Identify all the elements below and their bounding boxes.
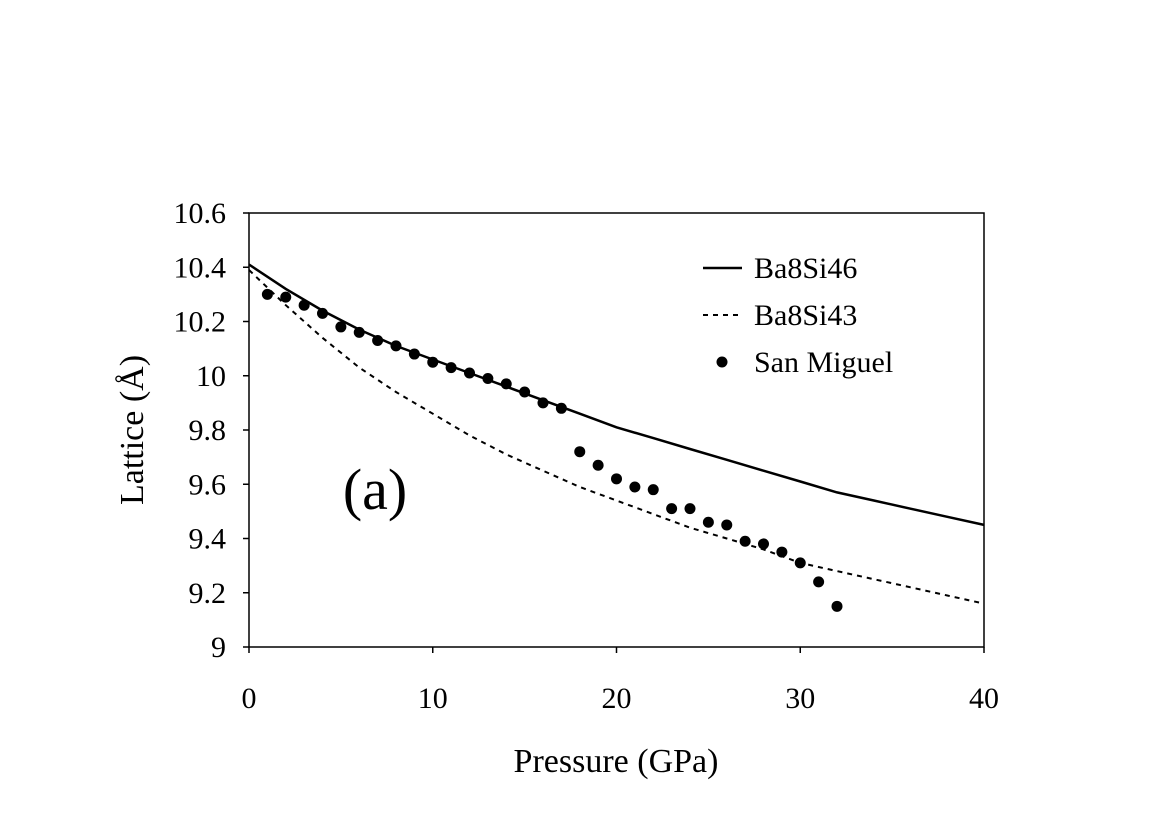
san-miguel-point xyxy=(794,557,806,569)
san-miguel-point xyxy=(831,600,843,612)
plot-area xyxy=(248,212,985,648)
plot-frame xyxy=(248,212,985,648)
legend-label-san-miguel: San Miguel xyxy=(754,346,893,379)
san-miguel-point xyxy=(647,484,659,496)
x-tick-label: 40 xyxy=(969,682,999,715)
legend-label-ba8si46: Ba8Si46 xyxy=(754,252,857,285)
y-tick-label: 10 xyxy=(196,360,226,393)
san-miguel-point xyxy=(408,348,420,360)
x-tick-label: 10 xyxy=(418,682,448,715)
y-tick-label: 10.6 xyxy=(174,197,227,230)
x-axis: 0 10 20 30 40 xyxy=(242,647,999,715)
san-miguel-point xyxy=(592,459,604,471)
san-miguel-point xyxy=(427,356,439,368)
san-miguel-point xyxy=(739,535,751,547)
x-tick-label: 30 xyxy=(785,682,815,715)
ba8si46-line xyxy=(248,263,985,527)
san-miguel-point xyxy=(666,503,678,515)
san-miguel-point xyxy=(684,503,696,515)
san-miguel-point xyxy=(776,546,788,558)
panel-label: (a) xyxy=(343,457,407,522)
y-tick-label: 9 xyxy=(211,631,226,664)
san-miguel-point xyxy=(537,397,549,409)
ba8si43-line xyxy=(248,269,985,605)
san-miguel-point xyxy=(390,340,402,352)
y-axis-label: Lattice (Å) xyxy=(114,355,151,505)
y-tick-label: 9.8 xyxy=(189,414,227,447)
san-miguel-point xyxy=(721,519,733,531)
san-miguel-point xyxy=(464,367,475,379)
san-miguel-point xyxy=(813,576,825,588)
legend-label-ba8si43: Ba8Si43 xyxy=(754,299,857,332)
y-tick-label: 9.6 xyxy=(189,468,227,501)
x-axis-label: Pressure (GPa) xyxy=(514,743,719,780)
san-miguel-point xyxy=(611,473,622,485)
y-axis: 9 9.2 9.4 9.6 9.8 10 10.2 10.4 10.6 xyxy=(174,197,249,664)
san-miguel-point xyxy=(482,372,494,384)
x-tick-label: 20 xyxy=(602,682,632,715)
san-miguel-point xyxy=(261,288,273,300)
san-miguel-point xyxy=(574,446,586,458)
san-miguel-point xyxy=(445,362,457,374)
san-miguel-point xyxy=(372,334,384,346)
san-miguel-point xyxy=(500,378,512,390)
y-tick-label: 9.4 xyxy=(189,523,227,556)
y-tick-label: 9.2 xyxy=(189,577,227,610)
san-miguel-point xyxy=(335,321,347,333)
legend: Ba8Si46 Ba8Si43 San Miguel xyxy=(703,252,893,379)
san-miguel-point xyxy=(280,291,292,303)
san-miguel-point xyxy=(555,402,567,414)
san-miguel-point xyxy=(519,386,531,398)
san-miguel-point xyxy=(629,481,641,493)
legend-marker-san-miguel xyxy=(716,356,728,368)
san-miguel-point xyxy=(758,538,769,550)
san-miguel-point xyxy=(353,326,365,338)
x-tick-label: 0 xyxy=(242,682,257,715)
y-tick-label: 10.4 xyxy=(174,251,227,284)
san-miguel-point xyxy=(317,307,328,319)
y-tick-label: 10.2 xyxy=(174,306,227,339)
san-miguel-point xyxy=(298,299,310,311)
san-miguel-point xyxy=(702,516,714,528)
